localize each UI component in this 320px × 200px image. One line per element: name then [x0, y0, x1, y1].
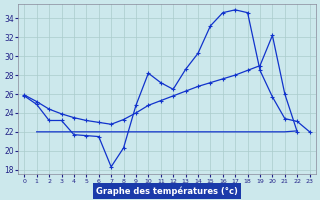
X-axis label: Graphe des températures (°c): Graphe des températures (°c) — [96, 186, 238, 196]
